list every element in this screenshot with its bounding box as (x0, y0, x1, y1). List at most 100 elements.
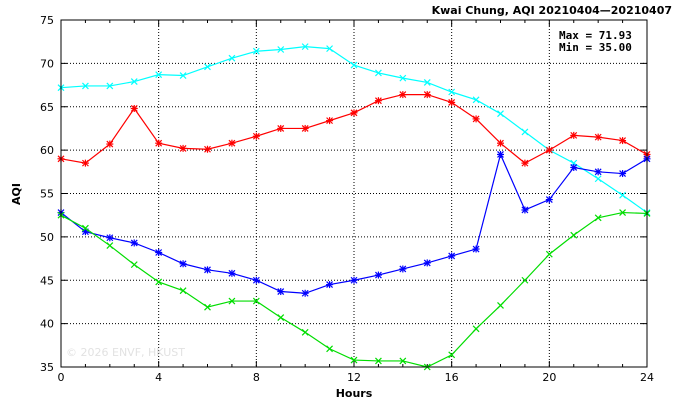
y-tick-label: 50 (40, 231, 54, 244)
plot-frame (60, 19, 648, 368)
data-point (472, 96, 480, 104)
data-point (545, 250, 553, 258)
marker-stroke (130, 78, 138, 86)
data-point (204, 266, 211, 274)
data-point (619, 209, 627, 217)
marker-stroke (350, 356, 358, 364)
data-point (179, 72, 187, 79)
data-point (106, 82, 114, 90)
x-tick-label: 24 (640, 371, 654, 384)
max-stat: Max = 71.93 (559, 29, 632, 42)
marker-stroke (277, 46, 285, 53)
data-point (594, 133, 602, 141)
data-point (81, 82, 89, 90)
data-point (497, 139, 504, 147)
data-point (374, 69, 382, 77)
data-point (204, 63, 211, 71)
data-point (545, 196, 553, 204)
axis-ticks: 0 4 8 12 16 20 24 35 40 45 50 55 60 65 70 75 (40, 14, 654, 384)
data-point (570, 231, 578, 239)
marker-stroke (252, 47, 260, 55)
data-point (399, 74, 407, 82)
data-point (350, 356, 358, 364)
data-point (399, 91, 407, 99)
y-tick-label: 60 (40, 144, 54, 157)
data-point (277, 314, 285, 321)
y-tick-label: 35 (40, 361, 54, 374)
marker-stroke (301, 328, 309, 336)
data-point (252, 132, 260, 140)
marker-stroke (252, 297, 260, 305)
data-point (423, 79, 431, 86)
data-point (497, 301, 504, 309)
marker-stroke (472, 325, 480, 333)
data-point (204, 303, 211, 311)
data-point (155, 248, 163, 256)
data-point (350, 276, 358, 284)
data-point (252, 297, 260, 305)
data-point (521, 128, 529, 136)
marker-stroke (277, 314, 285, 321)
y-tick-label: 70 (40, 57, 54, 70)
data-point (326, 45, 334, 53)
data-point (570, 131, 578, 139)
marker-stroke (204, 303, 211, 311)
data-point (374, 97, 382, 105)
marker-stroke (497, 110, 504, 118)
marker-stroke (179, 72, 187, 79)
x-tick-label: 12 (347, 371, 361, 384)
data-point (252, 47, 260, 55)
data-point (301, 289, 309, 297)
data-point (350, 109, 358, 117)
data-point (204, 145, 211, 153)
marker-stroke (521, 276, 529, 284)
marker-stroke (106, 82, 114, 90)
data-point (277, 124, 285, 132)
data-point (179, 260, 187, 268)
data-point (106, 234, 114, 242)
marker-stroke (204, 63, 211, 71)
marker-stroke (399, 74, 407, 82)
data-point (594, 214, 602, 222)
marker-stroke (326, 345, 334, 353)
min-stat: Min = 35.00 (559, 41, 632, 54)
data-point (570, 163, 578, 171)
marker-stroke (374, 69, 382, 77)
y-tick-label: 45 (40, 274, 54, 287)
data-point (521, 206, 529, 214)
data-point (374, 357, 382, 365)
data-point (130, 239, 138, 247)
series-0 (57, 43, 651, 217)
data-point (326, 281, 334, 289)
data-point (155, 278, 163, 286)
data-point (252, 276, 260, 284)
marker-stroke (155, 71, 163, 79)
data-point (472, 245, 480, 253)
data-point (521, 276, 529, 284)
watermark: © 2026 ENVF, HKUST (66, 346, 185, 359)
marker-stroke (594, 214, 602, 222)
data-point (399, 265, 407, 273)
x-tick-label: 20 (542, 371, 556, 384)
marker-stroke (497, 301, 504, 309)
marker-stroke (374, 357, 382, 365)
y-tick-label: 55 (40, 188, 54, 201)
marker-stroke (570, 231, 578, 239)
data-point (423, 91, 431, 99)
data-point (619, 170, 627, 178)
data-point (228, 139, 236, 147)
marker-stroke (350, 61, 358, 69)
data-point (350, 61, 358, 69)
data-point (521, 159, 529, 167)
data-point (106, 140, 114, 148)
data-point (497, 150, 504, 158)
x-tick-label: 4 (155, 371, 162, 384)
data-point (155, 139, 163, 147)
series-line (60, 211, 648, 368)
marker-stroke (448, 351, 456, 359)
data-point (228, 297, 236, 305)
data-point (179, 144, 187, 152)
y-tick-label: 40 (40, 318, 54, 331)
y-tick-label: 75 (40, 14, 54, 27)
